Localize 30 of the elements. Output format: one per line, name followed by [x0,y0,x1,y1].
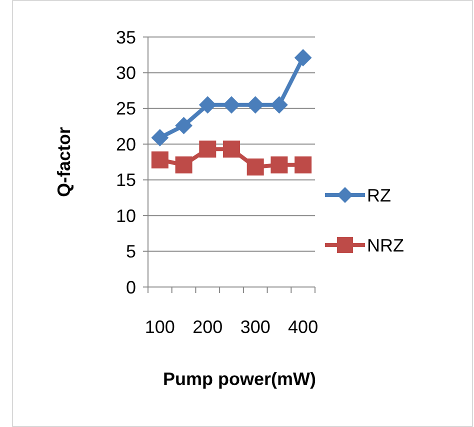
point [223,96,240,114]
point [246,96,264,114]
point [175,156,192,174]
point [223,140,240,158]
x-tick-label: 200 [192,317,223,337]
point [199,96,216,114]
y-tick-label: 35 [116,27,136,48]
point [270,156,288,174]
legend-label: RZ [367,185,391,206]
point [175,117,192,134]
legend-label: NRZ [367,235,404,256]
point [151,151,168,168]
y-tick-label: 10 [116,206,136,226]
point [199,140,216,158]
y-tick-label: 20 [116,134,136,154]
x-axis-title: Pump power(mW) [163,369,316,389]
y-tick-label: 30 [116,63,136,84]
x-tick-label: 100 [144,317,175,337]
x-tick-label: 300 [240,317,270,337]
y-tick-label: 25 [116,98,136,119]
y-tick-label: 5 [126,242,136,262]
point [270,96,288,114]
y-tick-label: 0 [126,277,136,298]
point [294,49,312,66]
point [294,156,312,174]
y-axis-title: Q-factor [54,126,74,198]
point [246,158,264,176]
point [151,129,168,146]
x-tick-label: 400 [288,317,318,337]
y-tick-label: 15 [116,170,136,190]
